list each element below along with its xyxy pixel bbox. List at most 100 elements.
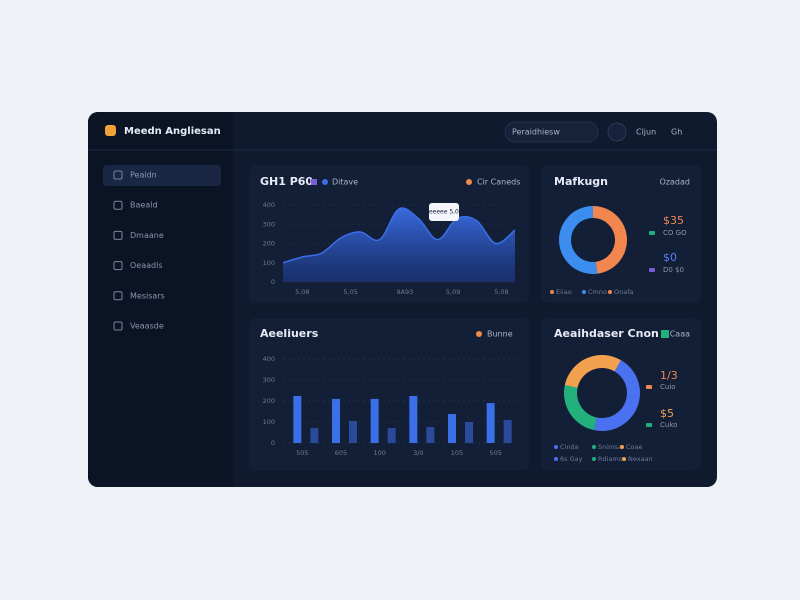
x-tick-label: 505	[296, 449, 308, 457]
bar	[332, 398, 340, 443]
y-tick-label: 300	[263, 376, 275, 384]
bar	[349, 420, 357, 443]
nav-icon	[113, 170, 123, 180]
y-tick-label: 400	[263, 355, 275, 363]
search-box[interactable]	[504, 121, 599, 143]
card-title: Aeeliuers	[260, 327, 319, 340]
legend-icon	[661, 330, 669, 338]
nav-icon	[113, 200, 123, 210]
legend-label: Ditave	[332, 178, 358, 187]
x-tick-label: 5,08	[295, 288, 309, 296]
nav-item[interactable]: Mesisars	[130, 291, 165, 300]
annotation: $35	[663, 214, 684, 227]
y-tick-label: 100	[263, 259, 275, 267]
legend-label: Eiiao	[556, 288, 572, 296]
y-tick-label: 300	[263, 220, 275, 228]
card	[541, 318, 701, 470]
card	[249, 318, 529, 470]
bar	[387, 428, 396, 443]
x-tick-label: 605	[335, 449, 347, 457]
x-tick-label: 5,09	[446, 288, 460, 296]
annotation: $0	[663, 251, 677, 264]
legend-marker	[476, 331, 482, 337]
nav: Pealdn Baeald Dmaane Oeaadls Mesisars Veaasde	[113, 170, 165, 331]
x-tick-label: 5,08	[494, 288, 508, 296]
app-title: Meedn Angliesan	[124, 126, 221, 137]
annotation-marker	[649, 268, 655, 272]
donut-segment	[594, 360, 641, 431]
nav-icon	[113, 321, 123, 331]
nav-item[interactable]: Dmaane	[130, 231, 164, 240]
annotation-marker	[646, 423, 652, 427]
tooltip	[429, 203, 459, 221]
area	[283, 207, 515, 282]
y-tick-label: 200	[263, 240, 275, 248]
x-tick-label: 9A93	[396, 288, 413, 296]
legend-label: Cir Caneds	[477, 178, 520, 187]
annotation: CO GO	[663, 229, 687, 237]
user-name[interactable]: Cljun	[636, 128, 656, 137]
legend-label: Nexaan	[628, 455, 653, 463]
bar	[310, 428, 319, 443]
legend-label: Rdiamos	[598, 455, 627, 463]
legend-marker	[592, 445, 596, 449]
annotation: 1/3	[660, 369, 678, 382]
bar	[486, 403, 495, 443]
legend-label: Coae	[626, 443, 643, 451]
donut-segment	[564, 385, 597, 431]
legend-label: Cinda	[560, 443, 579, 451]
annotation: Cuio	[660, 383, 676, 391]
legend-marker	[592, 457, 596, 461]
card-title: GH1 P60	[260, 175, 313, 188]
legend-label: Bunne	[487, 330, 513, 339]
card-subtitle: Caaa	[670, 330, 690, 339]
avatar[interactable]	[607, 122, 627, 142]
annotation-marker	[646, 385, 652, 389]
menu[interactable]: Gh	[671, 128, 682, 137]
legend-marker	[554, 445, 558, 449]
nav-item[interactable]: Veaasde	[130, 322, 164, 331]
legend-marker	[466, 179, 472, 185]
nav-icon	[113, 291, 123, 301]
y-tick-label: 400	[263, 201, 275, 209]
x-tick-label: 505	[489, 449, 501, 457]
card-title: Mafkugn	[554, 175, 608, 188]
annotation-marker	[649, 231, 655, 235]
donut-segment	[564, 355, 621, 388]
legend-label: Snimsa	[598, 443, 622, 451]
donut-segment	[559, 206, 598, 274]
search-placeholder: Peraidhiesw	[512, 128, 560, 137]
nav-icon	[113, 261, 123, 271]
nav-icon	[113, 230, 123, 240]
x-tick-label: 5,05	[343, 288, 357, 296]
annotation: Cuko	[660, 421, 677, 429]
legend-marker	[550, 290, 554, 294]
legend-marker	[311, 179, 317, 185]
legend-label: 6s Gay	[560, 455, 583, 463]
sidebar	[88, 112, 233, 487]
card-title: Aeaihdaser Cnon	[554, 327, 659, 340]
legend-marker	[322, 179, 328, 185]
area-line	[282, 207, 516, 264]
bar	[503, 419, 512, 443]
legend-marker	[554, 457, 558, 461]
x-tick-label: 3/0	[413, 449, 423, 457]
card-subtitle: Ozadad	[660, 178, 690, 187]
y-tick-label: 200	[263, 397, 275, 405]
nav-active	[103, 165, 221, 186]
x-tick-label: 105	[451, 449, 463, 457]
nav-item[interactable]: Pealdn	[130, 171, 157, 180]
donut-segment	[593, 206, 628, 274]
bar	[465, 422, 473, 443]
logo	[105, 125, 116, 136]
bar	[370, 398, 379, 443]
bar	[409, 395, 418, 443]
tooltip-text: eeeeee 5,00	[425, 209, 463, 216]
nav-item[interactable]: Baeald	[130, 201, 158, 210]
nav-item[interactable]: Oeaadls	[130, 261, 163, 270]
legend-marker	[622, 457, 626, 461]
legend-marker	[608, 290, 612, 294]
y-tick-label: 0	[271, 278, 275, 286]
